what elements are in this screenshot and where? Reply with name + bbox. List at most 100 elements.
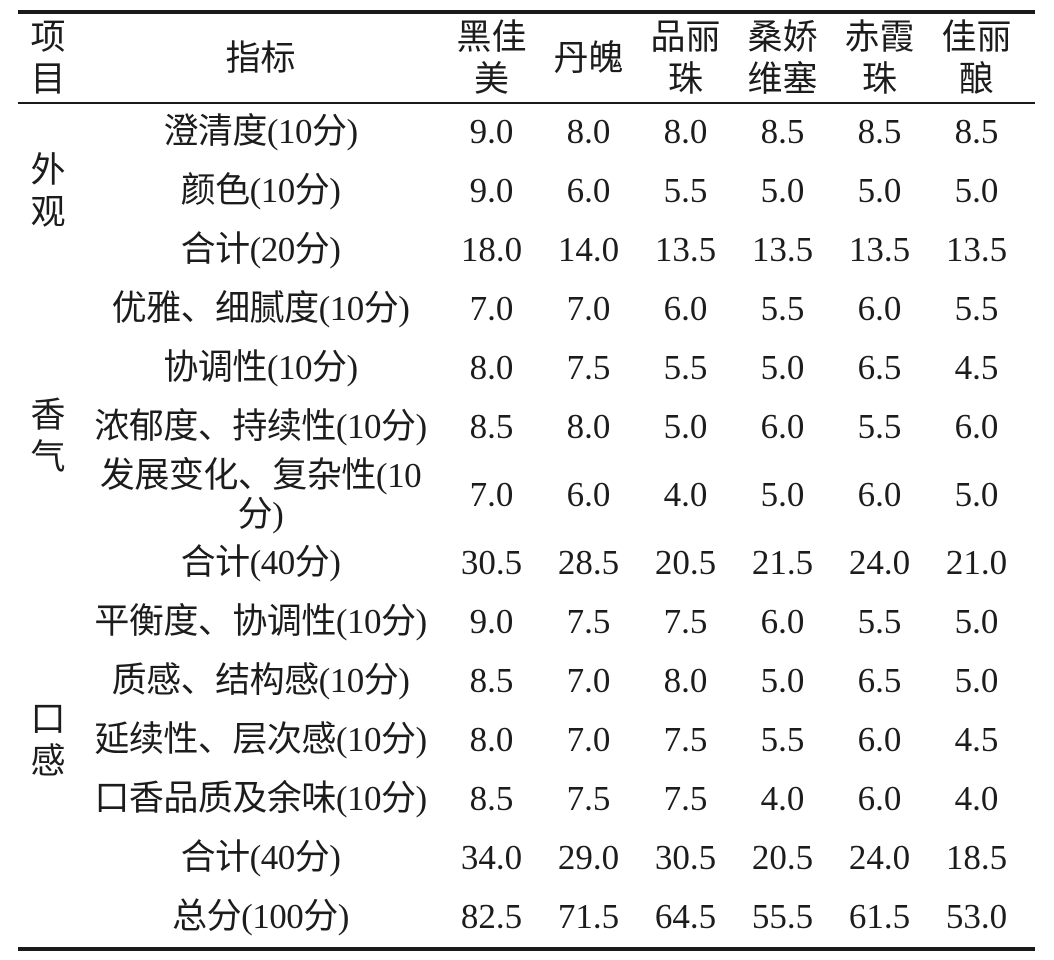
table-row: 口香品质及余味(10分) 8.5 7.5 7.5 4.0 6.0 4.0 xyxy=(18,770,1025,829)
score-cell: 6.0 xyxy=(760,602,805,642)
score-cell: 5.0 xyxy=(954,475,999,515)
score-cell: 5.5 xyxy=(857,407,902,447)
score-cell: 4.0 xyxy=(760,779,805,819)
score-cell: 20.5 xyxy=(751,838,814,878)
score-cell: 18.0 xyxy=(460,230,523,270)
header-row: 项 目 指标 黑佳 美 丹魄 品丽 珠 桑娇 维塞 赤霞 珠 佳丽 酿 xyxy=(18,14,1025,103)
score-cell: 21.0 xyxy=(945,543,1008,583)
score-cell: 28.5 xyxy=(557,543,620,583)
indicator-cell: 口香品质及余味(10分) xyxy=(94,779,427,819)
indicator-cell: 延续性、层次感(10分) xyxy=(94,720,427,760)
score-cell: 24.0 xyxy=(848,543,911,583)
score-cell: 6.0 xyxy=(954,407,999,447)
score-cell: 5.5 xyxy=(760,289,805,329)
empty-cell xyxy=(18,888,78,947)
table-row: 口 感 平衡度、协调性(10分) 9.0 7.5 7.5 6.0 5.5 5.0 xyxy=(18,593,1025,781)
score-cell: 7.5 xyxy=(566,602,611,642)
score-cell: 6.0 xyxy=(566,475,611,515)
indicator-cell: 澄清度(10分) xyxy=(163,112,358,152)
score-cell: 4.0 xyxy=(663,475,708,515)
score-cell: 4.0 xyxy=(954,779,999,819)
score-cell: 6.0 xyxy=(857,720,902,760)
table-row: 合计(40分) 34.0 29.0 30.5 20.5 24.0 18.5 xyxy=(18,829,1025,888)
score-cell: 6.5 xyxy=(857,661,902,701)
score-cell: 20.5 xyxy=(654,543,717,583)
table-row: 香 气 优雅、细腻度(10分) 7.0 7.0 6.0 5.5 6.0 5.5 xyxy=(18,280,1025,477)
header-variety-danpo: 丹魄 xyxy=(553,38,624,78)
table-row: 浓郁度、持续性(10分) 8.5 8.0 5.0 6.0 5.5 6.0 xyxy=(18,398,1025,457)
indicator-cell: 合计(40分) xyxy=(180,543,341,583)
header-variety-sangjiaoweisai: 桑娇 维塞 xyxy=(747,17,818,99)
header-indicator: 指标 xyxy=(225,38,296,78)
score-cell: 7.5 xyxy=(663,720,708,760)
score-cell: 24.0 xyxy=(848,838,911,878)
score-cell: 7.5 xyxy=(566,779,611,819)
score-cell: 8.5 xyxy=(857,112,902,152)
score-cell: 14.0 xyxy=(557,230,620,270)
score-cell: 13.5 xyxy=(848,230,911,270)
score-cell: 5.5 xyxy=(857,602,902,642)
score-cell: 5.5 xyxy=(663,171,708,211)
score-cell: 5.5 xyxy=(663,348,708,388)
score-cell: 4.5 xyxy=(954,720,999,760)
indicator-cell: 颜色(10分) xyxy=(180,171,341,211)
group-cell-appearance: 外 观 xyxy=(30,151,66,232)
header-variety-pinlizhu: 品丽 珠 xyxy=(650,17,721,99)
score-cell: 8.0 xyxy=(469,348,514,388)
indicator-cell: 协调性(10分) xyxy=(163,348,358,388)
score-cell: 6.0 xyxy=(857,289,902,329)
score-cell: 53.0 xyxy=(945,897,1008,937)
table-row: 协调性(10分) 8.0 7.5 5.5 5.0 6.5 4.5 xyxy=(18,339,1025,398)
score-cell: 7.0 xyxy=(469,289,514,329)
score-cell: 13.5 xyxy=(945,230,1008,270)
score-cell: 5.0 xyxy=(857,171,902,211)
score-cell: 8.0 xyxy=(566,112,611,152)
score-cell: 7.0 xyxy=(566,661,611,701)
score-cell: 7.5 xyxy=(663,602,708,642)
score-cell: 6.0 xyxy=(760,407,805,447)
indicator-cell: 浓郁度、持续性(10分) xyxy=(94,407,427,447)
score-cell: 8.0 xyxy=(566,407,611,447)
score-cell: 5.0 xyxy=(954,171,999,211)
score-cell: 82.5 xyxy=(460,897,523,937)
score-cell: 30.5 xyxy=(654,838,717,878)
group-cell-taste: 口 感 xyxy=(30,700,66,781)
score-cell: 8.0 xyxy=(663,661,708,701)
score-cell: 9.0 xyxy=(469,602,514,642)
score-cell: 18.5 xyxy=(945,838,1008,878)
table-row: 延续性、层次感(10分) 8.0 7.0 7.5 5.5 6.0 4.5 xyxy=(18,711,1025,770)
score-cell: 71.5 xyxy=(557,897,620,937)
indicator-cell: 质感、结构感(10分) xyxy=(111,661,410,701)
table-row: 总分(100分) 82.5 71.5 64.5 55.5 61.5 53.0 xyxy=(18,888,1025,947)
score-cell: 6.0 xyxy=(857,779,902,819)
header-divider-rule xyxy=(18,102,1035,104)
score-cell: 8.5 xyxy=(469,779,514,819)
header-variety-chixiazhu: 赤霞 珠 xyxy=(844,17,915,99)
table-row: 外 观 澄清度(10分) 9.0 8.0 8.0 8.5 8.5 8.5 xyxy=(18,103,1025,232)
score-cell: 6.0 xyxy=(663,289,708,329)
header-project: 项 目 xyxy=(30,17,66,99)
table-row: 质感、结构感(10分) 8.5 7.0 8.0 5.0 6.5 5.0 xyxy=(18,652,1025,711)
score-cell: 6.0 xyxy=(857,475,902,515)
table-row: 颜色(10分) 9.0 6.0 5.5 5.0 5.0 5.0 xyxy=(18,162,1025,221)
score-cell: 7.5 xyxy=(663,779,708,819)
score-cell: 61.5 xyxy=(848,897,911,937)
table-row: 合计(40分) 30.5 28.5 20.5 21.5 24.0 21.0 xyxy=(18,534,1025,593)
score-cell: 7.0 xyxy=(566,720,611,760)
indicator-cell: 平衡度、协调性(10分) xyxy=(94,602,427,642)
score-cell: 8.5 xyxy=(760,112,805,152)
score-cell: 29.0 xyxy=(557,838,620,878)
score-cell: 9.0 xyxy=(469,171,514,211)
score-cell: 7.5 xyxy=(566,348,611,388)
score-cell: 8.5 xyxy=(469,407,514,447)
score-cell: 8.0 xyxy=(663,112,708,152)
score-cell: 5.0 xyxy=(760,171,805,211)
score-cell: 13.5 xyxy=(654,230,717,270)
score-cell: 8.0 xyxy=(469,720,514,760)
score-cell: 8.5 xyxy=(469,661,514,701)
score-cell: 5.0 xyxy=(954,602,999,642)
indicator-cell: 合计(20分) xyxy=(180,230,341,270)
score-cell: 6.0 xyxy=(566,171,611,211)
score-cell: 55.5 xyxy=(751,897,814,937)
indicator-cell: 优雅、细腻度(10分) xyxy=(111,289,410,329)
